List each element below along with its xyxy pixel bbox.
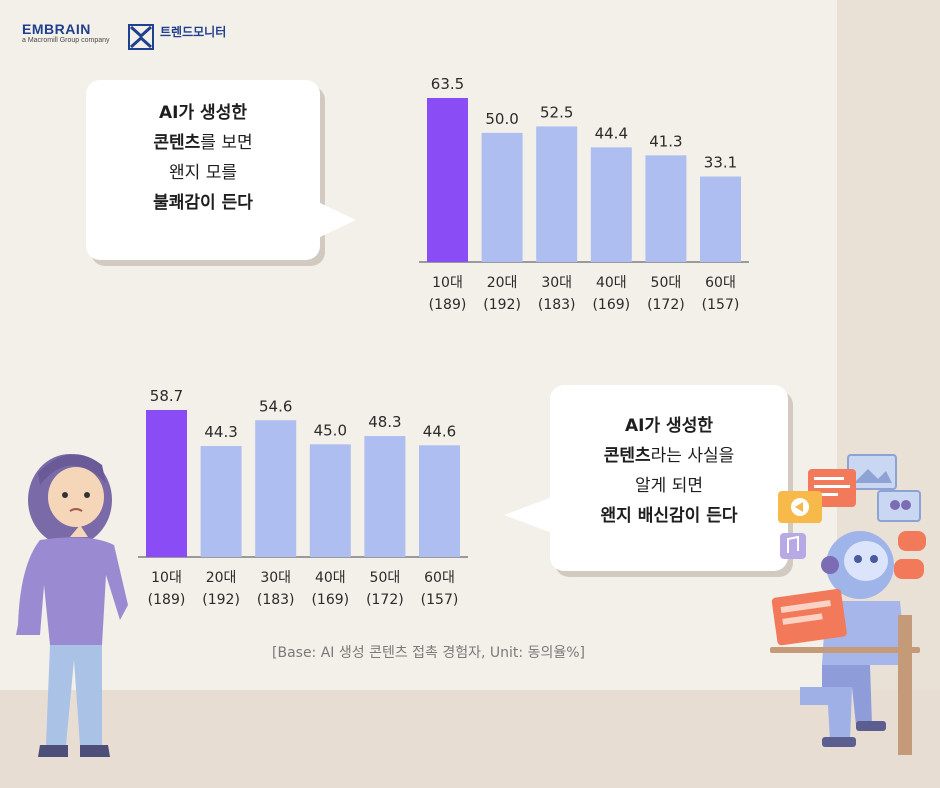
x-tick-label: 60대 <box>705 275 736 291</box>
data-label: 44.6 <box>423 422 456 440</box>
data-label: 52.5 <box>540 103 573 121</box>
sample-size-label: (189) <box>148 592 186 608</box>
floor <box>0 690 940 788</box>
x-tick-label: 10대 <box>151 570 182 586</box>
brand-tagline: a Macromill Group company <box>22 37 110 44</box>
data-label: 48.3 <box>368 413 401 431</box>
x-tick-label: 60대 <box>424 570 455 586</box>
sample-size-label: (169) <box>592 297 630 313</box>
sample-size-label: (189) <box>429 297 467 313</box>
speech-bubble-top: AI가 생성한 콘텐츠를 보면 왠지 모를 불쾌감이 든다 <box>86 80 356 260</box>
sample-size-label: (192) <box>483 297 521 313</box>
x-tick-label: 10대 <box>432 275 463 291</box>
sample-size-label: (183) <box>538 297 576 313</box>
bar-60대 <box>419 445 460 557</box>
footnote: [Base: AI 생성 콘텐츠 접촉 경험자, Unit: 동의율%] <box>272 645 585 661</box>
data-label: 45.0 <box>314 421 347 439</box>
bubble-top-line2-bold: 콘텐츠 <box>153 133 201 153</box>
brand-name: EMBRAIN <box>22 21 91 37</box>
bar-10대 <box>427 98 468 262</box>
bubble-bottom-line2-rest: 라는 사실을 <box>650 446 735 466</box>
bar-20대 <box>481 132 523 262</box>
bubble-top-line1: AI가 생성한 <box>159 103 247 123</box>
bubble-bottom-line2-bold: 콘텐츠 <box>603 446 651 466</box>
speech-bubble-bottom: AI가 생성한 콘텐츠라는 사실을 알게 되면 왠지 배신감이 든다 <box>504 385 788 571</box>
speech-bubble-tail <box>318 202 356 238</box>
data-label: 58.7 <box>150 387 183 405</box>
x-tick-label: 50대 <box>651 275 682 291</box>
bubble-top-line3: 왠지 모를 <box>169 163 237 183</box>
speech-bubble-tail <box>504 497 552 533</box>
x-tick-label: 50대 <box>370 570 401 586</box>
bar-20대 <box>200 446 242 557</box>
bar-30대 <box>255 420 297 557</box>
robot-illustration <box>770 454 926 755</box>
bubble-bottom-line4: 왠지 배신감이 든다 <box>600 506 738 526</box>
data-label: 50.0 <box>485 110 518 128</box>
embrain-logo: EMBRAIN a Macromill Group company <box>22 22 110 45</box>
bar-60대 <box>700 176 741 262</box>
thinking-person-illustration <box>16 454 128 757</box>
x-tick-label: 20대 <box>487 275 518 291</box>
data-label: 44.4 <box>595 124 628 142</box>
bar-40대 <box>590 147 632 262</box>
bar-50대 <box>645 155 687 262</box>
sample-size-label: (183) <box>257 592 295 608</box>
x-tick-label: 40대 <box>315 570 346 586</box>
bar-30대 <box>536 126 578 262</box>
data-label: 54.6 <box>259 397 292 415</box>
sample-size-label: (172) <box>366 592 404 608</box>
bubble-bottom-line1: AI가 생성한 <box>625 416 713 436</box>
sample-size-label: (192) <box>202 592 240 608</box>
bar-50대 <box>364 436 406 557</box>
x-tick-label: 40대 <box>596 275 627 291</box>
sample-size-label: (157) <box>421 592 459 608</box>
x-tick-label: 30대 <box>260 570 291 586</box>
data-label: 33.1 <box>704 154 737 172</box>
data-label: 41.3 <box>649 132 682 150</box>
bar-10대 <box>146 410 187 557</box>
trendmonitor-logo-icon <box>128 24 154 50</box>
sample-size-label: (172) <box>647 297 685 313</box>
bubble-top-line4: 불쾌감이 든다 <box>153 193 253 213</box>
x-tick-label: 20대 <box>206 570 237 586</box>
data-label: 63.5 <box>431 75 464 93</box>
partner-name: 트렌드모니터 <box>160 25 227 39</box>
bar-40대 <box>309 444 351 557</box>
x-tick-label: 30대 <box>541 275 572 291</box>
sample-size-label: (157) <box>702 297 740 313</box>
bubble-top-line2-rest: 를 보면 <box>200 133 253 153</box>
sample-size-label: (169) <box>311 592 349 608</box>
bubble-bottom-line3: 알게 되면 <box>635 476 703 496</box>
data-label: 44.3 <box>204 423 237 441</box>
